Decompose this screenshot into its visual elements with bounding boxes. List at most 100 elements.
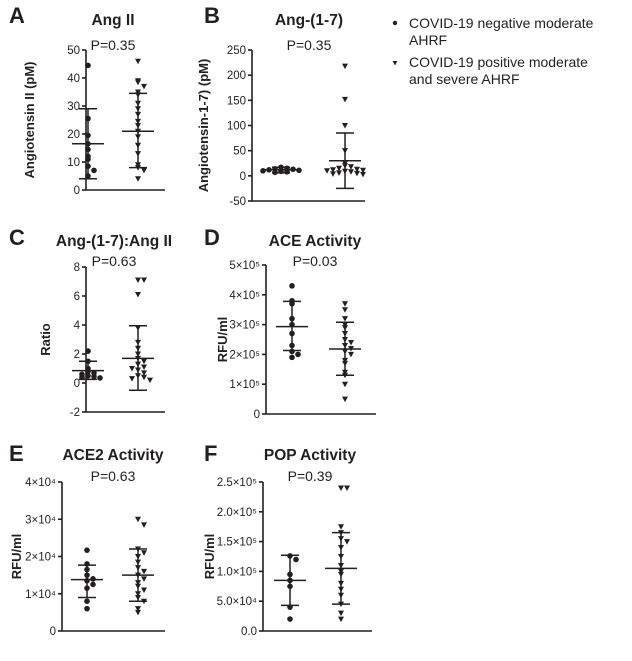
data-point-triangle bbox=[135, 123, 141, 129]
data-point-triangle bbox=[338, 545, 344, 551]
data-point-triangle bbox=[360, 167, 366, 174]
data-point-triangle bbox=[342, 316, 348, 322]
data-point-triangle bbox=[141, 550, 147, 556]
data-point-circle bbox=[85, 156, 91, 162]
data-point-triangle bbox=[135, 162, 141, 168]
y-axis-label: Angiotensin II (pM) bbox=[22, 62, 37, 179]
data-point-triangle bbox=[135, 554, 141, 560]
data-point-triangle bbox=[348, 339, 354, 346]
panel-d: D ACE Activity P=0.03 RFU/ml 0 1×10⁵ 2×10⁵ 3×10… bbox=[204, 225, 376, 421]
p-value: P=0.63 bbox=[91, 468, 136, 484]
data-point-triangle bbox=[342, 396, 348, 403]
panel-title: POP Activity bbox=[264, 447, 357, 464]
panel-f: F POP Activity P=0.39 RFU/ml 0.0 5.0×10⁴ 1.0×1… bbox=[202, 441, 372, 638]
data-point-triangle bbox=[338, 536, 344, 542]
legend-label-positive-line2: and severe AHRF bbox=[409, 71, 520, 87]
data-point-triangle bbox=[135, 580, 141, 586]
y-tick-label: -2 bbox=[70, 407, 80, 419]
data-point-circle bbox=[85, 163, 91, 169]
data-point-circle bbox=[85, 141, 91, 147]
data-point-circle bbox=[84, 605, 90, 612]
data-point-triangle bbox=[342, 322, 348, 328]
data-point-triangle bbox=[141, 83, 147, 90]
data-point-triangle bbox=[141, 364, 147, 371]
y-tick-label: 4×10⁵ bbox=[229, 290, 260, 302]
data-point-circle bbox=[287, 577, 293, 584]
data-point-triangle bbox=[135, 134, 141, 140]
data-point-circle bbox=[84, 561, 90, 567]
data-point-circle bbox=[85, 173, 91, 179]
data-point-triangle bbox=[141, 358, 147, 365]
data-point-triangle bbox=[338, 562, 344, 569]
y-tick-label: 8 bbox=[74, 262, 80, 274]
data-point-triangle bbox=[135, 325, 141, 331]
legend: COVID-19 negative moderate AHRF COVID-19… bbox=[392, 15, 594, 87]
data-point-triangle bbox=[135, 151, 141, 157]
data-point-circle bbox=[289, 342, 295, 349]
panel-title: Ang II bbox=[91, 12, 134, 29]
data-point-circle bbox=[287, 571, 293, 578]
data-point-triangle bbox=[338, 571, 344, 578]
data-point-triangle bbox=[338, 524, 344, 530]
data-point-triangle bbox=[342, 342, 348, 349]
y-tick-label: 1.5×10⁵ bbox=[217, 537, 257, 549]
data-point-triangle bbox=[338, 485, 344, 491]
data-point-triangle bbox=[135, 559, 141, 566]
data-point-triangle bbox=[338, 530, 344, 536]
y-tick-label: 5.0×10⁴ bbox=[217, 596, 257, 608]
data-point-triangle bbox=[342, 331, 348, 337]
legend-label-negative-line2: AHRF bbox=[409, 32, 447, 48]
y-tick-label: 1×10⁵ bbox=[229, 379, 260, 391]
p-value: P=0.63 bbox=[92, 253, 137, 269]
data-point-circle bbox=[85, 62, 91, 69]
data-point-triangle bbox=[135, 516, 141, 523]
data-point-triangle bbox=[135, 58, 141, 65]
y-tick-label: 2.5×10⁵ bbox=[217, 477, 257, 489]
legend-marker-triangle bbox=[392, 61, 398, 66]
y-tick-label: 100 bbox=[227, 121, 246, 133]
panel-letter: B bbox=[204, 3, 220, 28]
data-point-triangle bbox=[141, 522, 147, 528]
data-point-circle bbox=[260, 168, 266, 174]
data-point-circle bbox=[289, 321, 295, 328]
y-tick-label: 2×10⁵ bbox=[229, 349, 260, 361]
data-point-triangle bbox=[135, 277, 141, 284]
data-point-circle bbox=[278, 168, 284, 175]
data-point-circle bbox=[91, 373, 97, 380]
y-tick-label: 4 bbox=[74, 320, 81, 332]
panel-letter: C bbox=[9, 225, 25, 250]
data-point-triangle bbox=[135, 79, 141, 86]
p-value: P=0.35 bbox=[287, 37, 332, 53]
data-point-triangle bbox=[135, 89, 141, 95]
y-tick-label: 2×10⁴ bbox=[25, 552, 56, 564]
y-tick-label: 1×10⁴ bbox=[25, 589, 56, 601]
data-point-triangle bbox=[135, 583, 141, 590]
y-axis-label: RFU/ml bbox=[215, 317, 230, 363]
data-point-triangle bbox=[342, 63, 348, 70]
panel-title: ACE Activity bbox=[269, 233, 362, 250]
data-point-triangle bbox=[330, 167, 336, 173]
data-point-triangle bbox=[344, 539, 350, 545]
data-point-circle bbox=[266, 166, 272, 173]
data-point-triangle bbox=[141, 374, 147, 381]
y-tick-label: 20 bbox=[67, 129, 80, 141]
y-tick-label: 30 bbox=[67, 101, 80, 113]
data-point-triangle bbox=[348, 351, 354, 358]
data-point-circle bbox=[289, 315, 295, 322]
panel-letter: A bbox=[9, 3, 25, 28]
panel-e: E ACE2 Activity P=0.63 RFU/ml 0 1×10⁴ 2×10⁴ 3×1… bbox=[9, 441, 165, 638]
data-point-triangle bbox=[338, 616, 344, 623]
data-point-triangle bbox=[129, 376, 135, 382]
y-tick-label: 200 bbox=[227, 70, 246, 82]
data-point-triangle bbox=[342, 381, 348, 388]
data-point-triangle bbox=[354, 166, 360, 173]
data-point-triangle bbox=[348, 345, 354, 352]
data-point-circle bbox=[84, 598, 90, 604]
panel-letter: E bbox=[9, 441, 24, 466]
data-point-triangle bbox=[135, 128, 141, 135]
data-point-triangle bbox=[141, 568, 147, 575]
data-point-triangle bbox=[342, 301, 348, 307]
data-point-circle bbox=[287, 616, 293, 622]
y-tick-label: 10 bbox=[67, 157, 80, 169]
